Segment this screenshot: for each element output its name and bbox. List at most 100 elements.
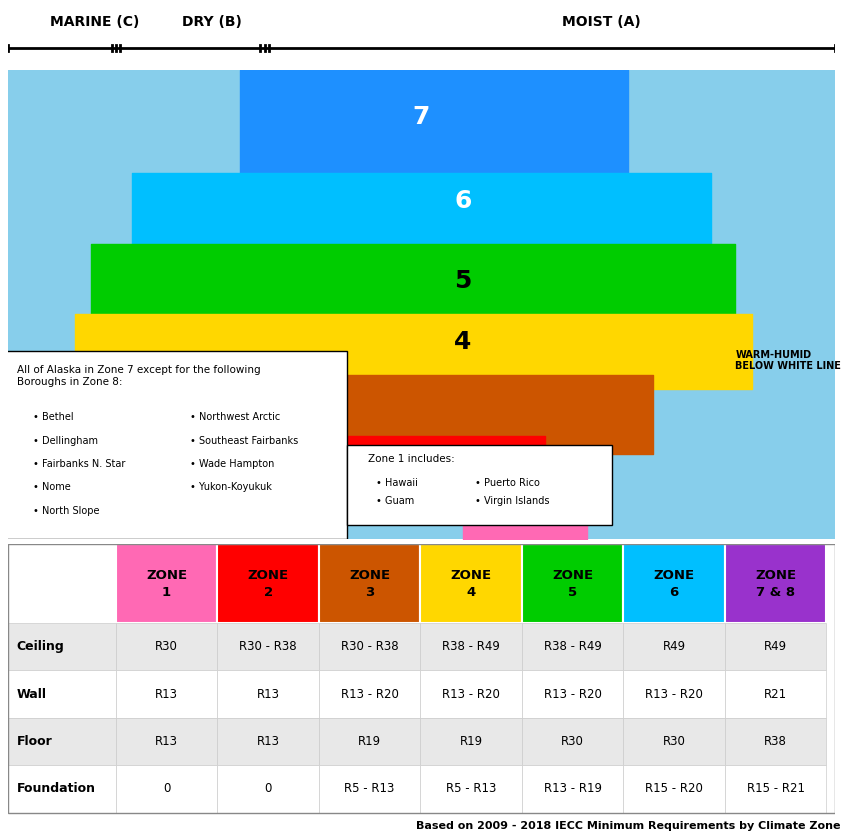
Text: R13 - R20: R13 - R20	[544, 688, 602, 701]
Bar	[421, 623, 522, 671]
Text: • Yukon-Koyukuk: • Yukon-Koyukuk	[191, 483, 272, 493]
Text: ZONE
6: ZONE 6	[653, 569, 695, 599]
Bar	[725, 544, 826, 623]
Text: Zone 1 includes:: Zone 1 includes:	[368, 454, 454, 464]
Bar	[522, 623, 623, 671]
Text: 7: 7	[413, 105, 430, 129]
Text: R13: R13	[256, 735, 280, 748]
Text: • Bethel: • Bethel	[33, 412, 74, 423]
Text: R21: R21	[764, 688, 787, 701]
Bar	[8, 765, 115, 812]
Text: R5 - R13: R5 - R13	[345, 782, 395, 796]
Bar	[8, 718, 115, 765]
Text: 6: 6	[454, 190, 471, 214]
Text: MOIST (A): MOIST (A)	[562, 16, 641, 29]
Bar	[725, 718, 826, 765]
Text: R13: R13	[256, 688, 280, 701]
Bar	[217, 765, 319, 812]
Text: • Hawaii: • Hawaii	[376, 478, 418, 488]
Bar	[421, 671, 522, 718]
Bar	[217, 623, 319, 671]
Text: R13 - R19: R13 - R19	[544, 782, 602, 796]
Text: 2: 2	[207, 461, 223, 485]
Text: WARM-HUMID
BELOW WHITE LINE: WARM-HUMID BELOW WHITE LINE	[735, 350, 841, 372]
Text: 4: 4	[454, 330, 471, 354]
Bar	[319, 671, 421, 718]
Bar	[623, 544, 725, 623]
Text: ZONE
2: ZONE 2	[248, 569, 288, 599]
Bar	[217, 718, 319, 765]
Bar	[115, 718, 217, 765]
Text: • North Slope: • North Slope	[33, 506, 99, 516]
Bar	[319, 718, 421, 765]
Bar	[217, 544, 319, 623]
Bar	[522, 671, 623, 718]
Text: Ceiling: Ceiling	[17, 640, 64, 653]
Bar	[115, 544, 217, 623]
Text: R13 - R20: R13 - R20	[341, 688, 399, 701]
Text: R38: R38	[764, 735, 787, 748]
Text: ZONE
7 & 8: ZONE 7 & 8	[755, 569, 796, 599]
Text: All of Alaska in Zone 7 except for the following
Boroughs in Zone 8:: All of Alaska in Zone 7 except for the f…	[17, 366, 260, 387]
Text: R5 - R13: R5 - R13	[446, 782, 497, 796]
Text: R30: R30	[561, 735, 584, 748]
Bar	[115, 623, 217, 671]
Text: R49: R49	[663, 640, 685, 653]
Text: R30 - R38: R30 - R38	[341, 640, 399, 653]
Text: ZONE
1: ZONE 1	[146, 569, 187, 599]
Bar	[623, 718, 725, 765]
Bar	[725, 671, 826, 718]
Text: Based on 2009 - 2018 IECC Minimum Requirements by Climate Zone: Based on 2009 - 2018 IECC Minimum Requir…	[416, 821, 840, 831]
Text: • Southeast Fairbanks: • Southeast Fairbanks	[191, 436, 298, 446]
Text: • Nome: • Nome	[33, 483, 71, 493]
Text: ZONE
5: ZONE 5	[552, 569, 593, 599]
Text: R38 - R49: R38 - R49	[544, 640, 602, 653]
Text: R38 - R49: R38 - R49	[442, 640, 500, 653]
Bar	[725, 765, 826, 812]
Text: R19: R19	[358, 735, 381, 748]
Bar	[115, 765, 217, 812]
Bar	[421, 718, 522, 765]
Text: Foundation: Foundation	[17, 782, 96, 796]
Bar	[623, 765, 725, 812]
Bar	[319, 623, 421, 671]
Bar	[319, 765, 421, 812]
Text: Floor: Floor	[17, 735, 52, 748]
Bar	[623, 671, 725, 718]
Bar	[623, 623, 725, 671]
Bar	[115, 671, 217, 718]
Text: 0: 0	[265, 782, 271, 796]
Text: DRY (B): DRY (B)	[182, 16, 242, 29]
Bar	[522, 718, 623, 765]
Bar	[8, 544, 115, 623]
Text: Wall: Wall	[17, 688, 46, 701]
Text: R13 - R20: R13 - R20	[645, 688, 703, 701]
Text: 0: 0	[163, 782, 170, 796]
Text: R15 - R21: R15 - R21	[747, 782, 804, 796]
Bar	[421, 765, 522, 812]
Text: R19: R19	[459, 735, 483, 748]
Text: • Dellingham: • Dellingham	[33, 436, 99, 446]
FancyBboxPatch shape	[0, 352, 347, 539]
Bar	[8, 623, 115, 671]
Bar	[8, 671, 115, 718]
Text: R13: R13	[155, 735, 178, 748]
Text: R13: R13	[155, 688, 178, 701]
FancyBboxPatch shape	[347, 445, 611, 524]
Text: R30: R30	[663, 735, 685, 748]
Text: R49: R49	[764, 640, 787, 653]
Text: 1: 1	[496, 504, 513, 527]
Bar	[522, 544, 623, 623]
Text: 3: 3	[165, 400, 182, 424]
Text: • Virgin Islands: • Virgin Islands	[475, 497, 550, 507]
Text: R30: R30	[155, 640, 178, 653]
Text: R30 - R38: R30 - R38	[239, 640, 297, 653]
Text: • Northwest Arctic: • Northwest Arctic	[191, 412, 281, 423]
Bar	[725, 623, 826, 671]
Text: R13 - R20: R13 - R20	[442, 688, 500, 701]
Text: • Wade Hampton: • Wade Hampton	[191, 459, 275, 469]
Text: • Guam: • Guam	[376, 497, 414, 507]
Bar	[421, 544, 522, 623]
Text: 5: 5	[454, 269, 471, 293]
Text: R15 - R20: R15 - R20	[645, 782, 703, 796]
